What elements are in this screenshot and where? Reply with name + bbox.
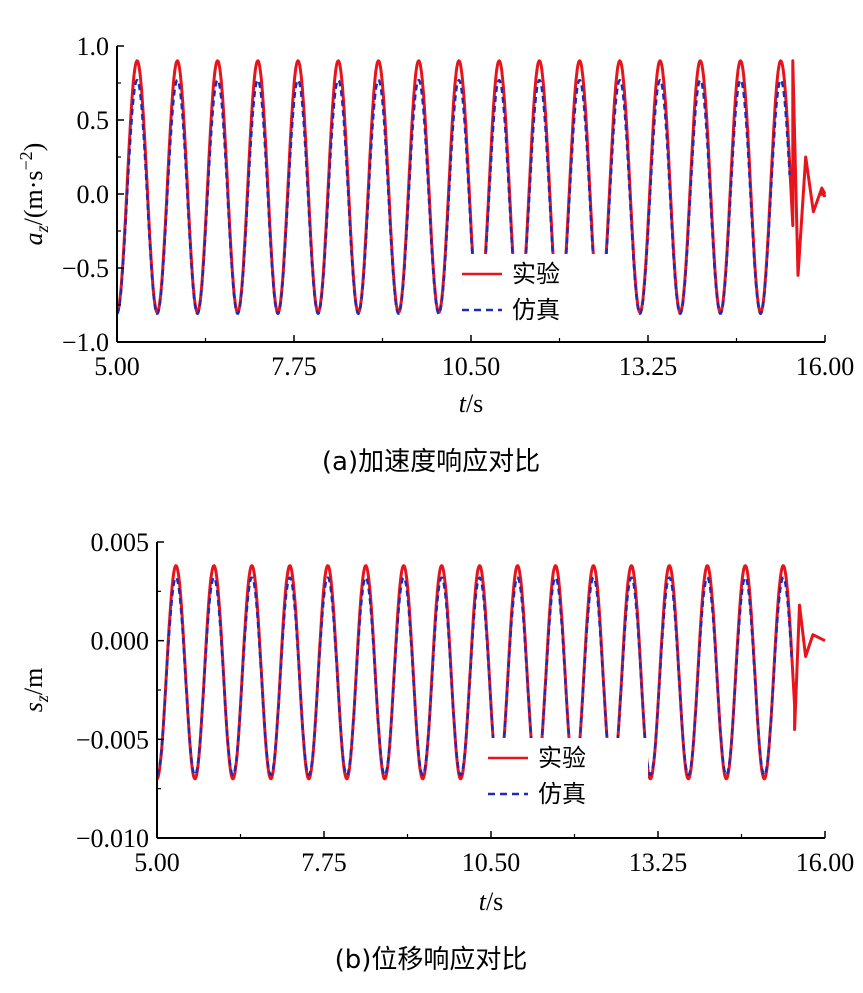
legend-label-simulation: 仿真	[512, 296, 560, 324]
y-tick-label: 0.005	[91, 528, 150, 557]
legend-label-experiment: 实验	[512, 260, 560, 288]
y-tick-label: 0.0	[77, 180, 110, 209]
legend: 实验 仿真	[478, 738, 648, 818]
tick-layer: 5.00 7.75 10.50 13.25 16.00 1.0 0.5 0.0 −0.5 −1.0	[62, 32, 854, 381]
x-axis-label: t/s	[459, 389, 484, 418]
displacement-chart: 5.00 7.75 10.50 13.25 16.00 0.005 0.000 −0.005 −…	[19, 528, 854, 975]
y-tick-label: −0.010	[76, 824, 149, 853]
legend-label-experiment: 实验	[538, 744, 586, 772]
y-tick-label: −0.005	[76, 725, 149, 754]
x-tick-label: 5.00	[134, 848, 180, 877]
series-line-simulation	[116, 78, 791, 316]
x-tick-label: 5.00	[94, 352, 140, 381]
series-layer	[115, 59, 827, 316]
series-layer	[156, 564, 826, 781]
y-tick-label: 0.000	[91, 627, 150, 656]
x-tick-label: 10.50	[442, 352, 501, 381]
legend-label-simulation: 仿真	[538, 780, 586, 808]
x-tick-label: 16.00	[796, 848, 855, 877]
y-tick-label: −1.0	[62, 328, 109, 357]
x-tick-label: 7.75	[271, 352, 317, 381]
series-noise-experiment	[820, 188, 827, 198]
y-tick-label: −0.5	[62, 254, 109, 283]
y-axis-label: sz/m	[19, 668, 52, 713]
acceleration-chart: 5.00 7.75 10.50 13.25 16.00 1.0 0.5 0.0 −0.5 −1.0…	[16, 32, 854, 477]
caption-b: (b)位移响应对比	[335, 945, 528, 975]
x-tick-label: 13.25	[629, 848, 688, 877]
legend: 实验 仿真	[452, 254, 622, 332]
legend-background	[478, 738, 648, 818]
legend-background	[452, 254, 622, 332]
caption-a: (a)加速度响应对比	[322, 447, 540, 477]
series-line-simulation	[156, 576, 793, 777]
x-tick-label: 7.75	[301, 848, 347, 877]
x-tick-label: 13.25	[619, 352, 678, 381]
tick-layer: 5.00 7.75 10.50 13.25 16.00 0.005 0.000 −0.005 −…	[76, 528, 854, 877]
x-axis-label: t/s	[479, 887, 504, 916]
x-tick-label: 16.00	[796, 352, 855, 381]
y-tick-label: 0.5	[77, 106, 110, 135]
y-axis-label: az/(m·s−2)	[16, 143, 52, 246]
x-tick-label: 10.50	[462, 848, 521, 877]
y-tick-label: 1.0	[77, 32, 110, 61]
